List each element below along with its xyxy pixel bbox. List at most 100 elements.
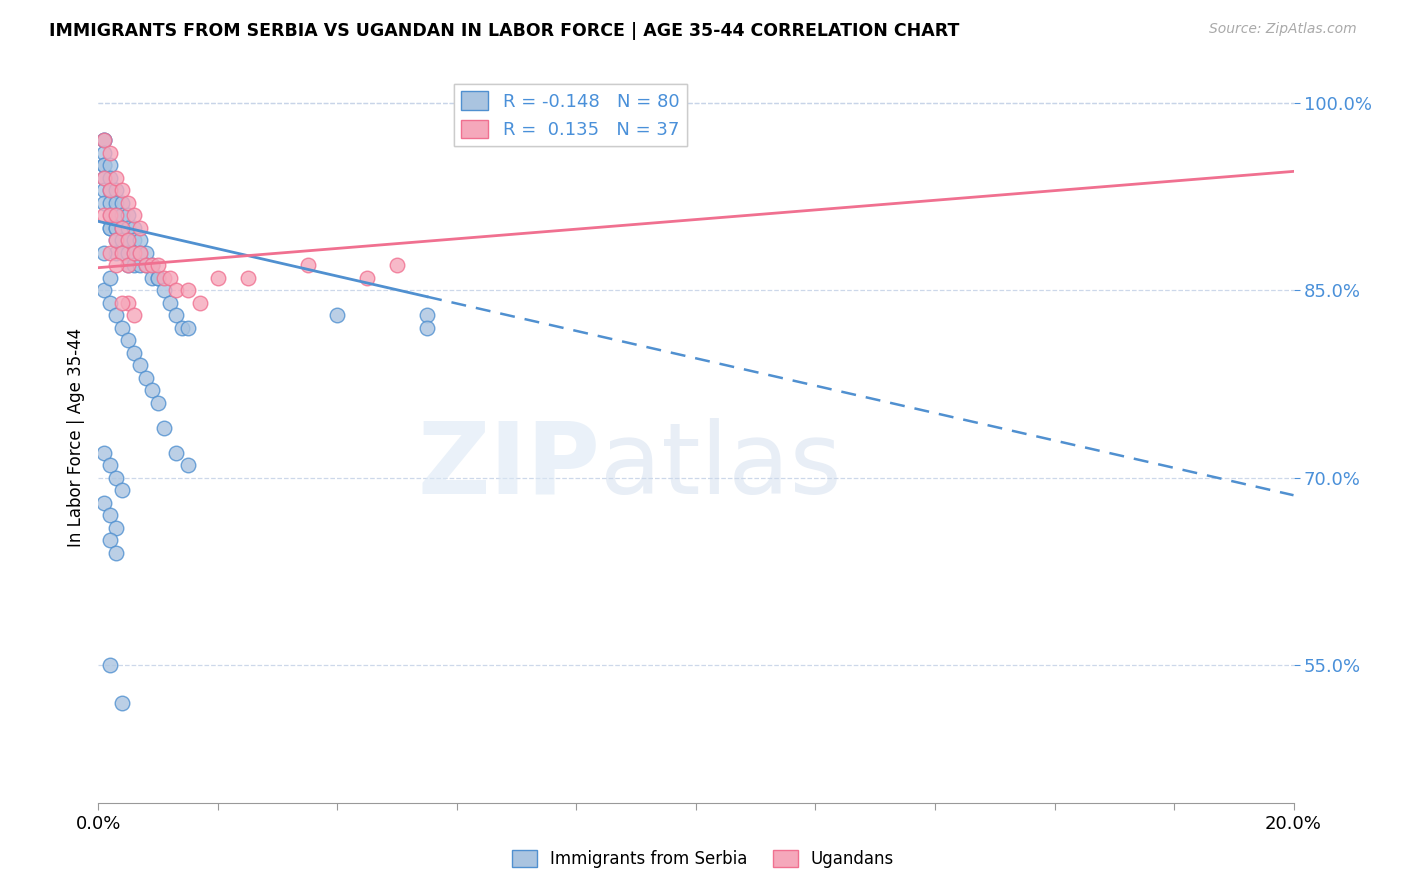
Point [297,258,319,272]
Point [124,208,146,222]
Point [93,283,115,297]
Point [124,345,146,359]
Point [105,546,128,560]
Point [129,358,152,372]
Point [98,220,122,235]
Point [117,245,139,260]
Point [141,258,163,272]
Point [117,295,139,310]
Point [105,195,128,210]
Point [105,170,128,185]
Point [98,658,122,673]
Legend: Immigrants from Serbia, Ugandans: Immigrants from Serbia, Ugandans [505,843,901,875]
Text: ZIP: ZIP [418,417,600,515]
Point [153,420,176,434]
Point [129,245,152,260]
Point [93,133,115,147]
Point [117,258,139,272]
Point [148,270,170,285]
Point [105,208,128,222]
Legend: R = -0.148   N = 80, R =  0.135   N = 37: R = -0.148 N = 80, R = 0.135 N = 37 [454,84,686,146]
Text: Source: ZipAtlas.com: Source: ZipAtlas.com [1209,22,1357,37]
Point [98,245,122,260]
Point [172,320,194,334]
Point [93,245,115,260]
Point [129,245,152,260]
Point [93,133,115,147]
Point [105,308,128,322]
Point [111,208,134,222]
Point [105,471,128,485]
Point [385,258,409,272]
Point [153,270,176,285]
Point [159,270,181,285]
Point [93,170,115,185]
Point [111,483,134,498]
Point [98,158,122,172]
Point [129,220,152,235]
Point [129,233,152,247]
Point [98,145,122,160]
Point [117,208,139,222]
Point [124,233,146,247]
Point [105,521,128,535]
Point [117,233,139,247]
Point [93,208,115,222]
Point [111,245,134,260]
Point [111,295,134,310]
Point [177,320,200,334]
Point [135,258,157,272]
Point [326,308,349,322]
Point [117,220,139,235]
Point [93,195,115,210]
Point [98,220,122,235]
Point [105,233,128,247]
Point [98,183,122,197]
Point [105,183,128,197]
Point [111,696,134,710]
Point [98,295,122,310]
Point [416,320,439,334]
Point [148,395,170,409]
Point [111,220,134,235]
Point [141,383,163,397]
Point [98,183,122,197]
Point [148,270,170,285]
Point [98,508,122,523]
Point [124,245,146,260]
Point [105,258,128,272]
Point [105,220,128,235]
Point [98,533,122,548]
Point [416,308,439,322]
Point [124,220,146,235]
Point [117,333,139,347]
Point [111,220,134,235]
Point [111,195,134,210]
Point [148,258,170,272]
Point [141,258,163,272]
Point [98,208,122,222]
Text: IMMIGRANTS FROM SERBIA VS UGANDAN IN LABOR FORCE | AGE 35-44 CORRELATION CHART: IMMIGRANTS FROM SERBIA VS UGANDAN IN LAB… [49,22,959,40]
Point [98,270,122,285]
Point [98,170,122,185]
Point [93,170,115,185]
Point [165,308,187,322]
Point [93,183,115,197]
Y-axis label: In Labor Force | Age 35-44: In Labor Force | Age 35-44 [66,327,84,547]
Point [135,258,157,272]
Point [135,245,157,260]
Text: atlas: atlas [600,417,842,515]
Point [93,158,115,172]
Point [177,283,200,297]
Point [207,270,229,285]
Point [165,283,187,297]
Point [135,370,157,384]
Point [165,446,187,460]
Point [111,320,134,334]
Point [153,283,176,297]
Point [105,245,128,260]
Point [124,245,146,260]
Point [177,458,200,473]
Point [98,208,122,222]
Point [105,233,128,247]
